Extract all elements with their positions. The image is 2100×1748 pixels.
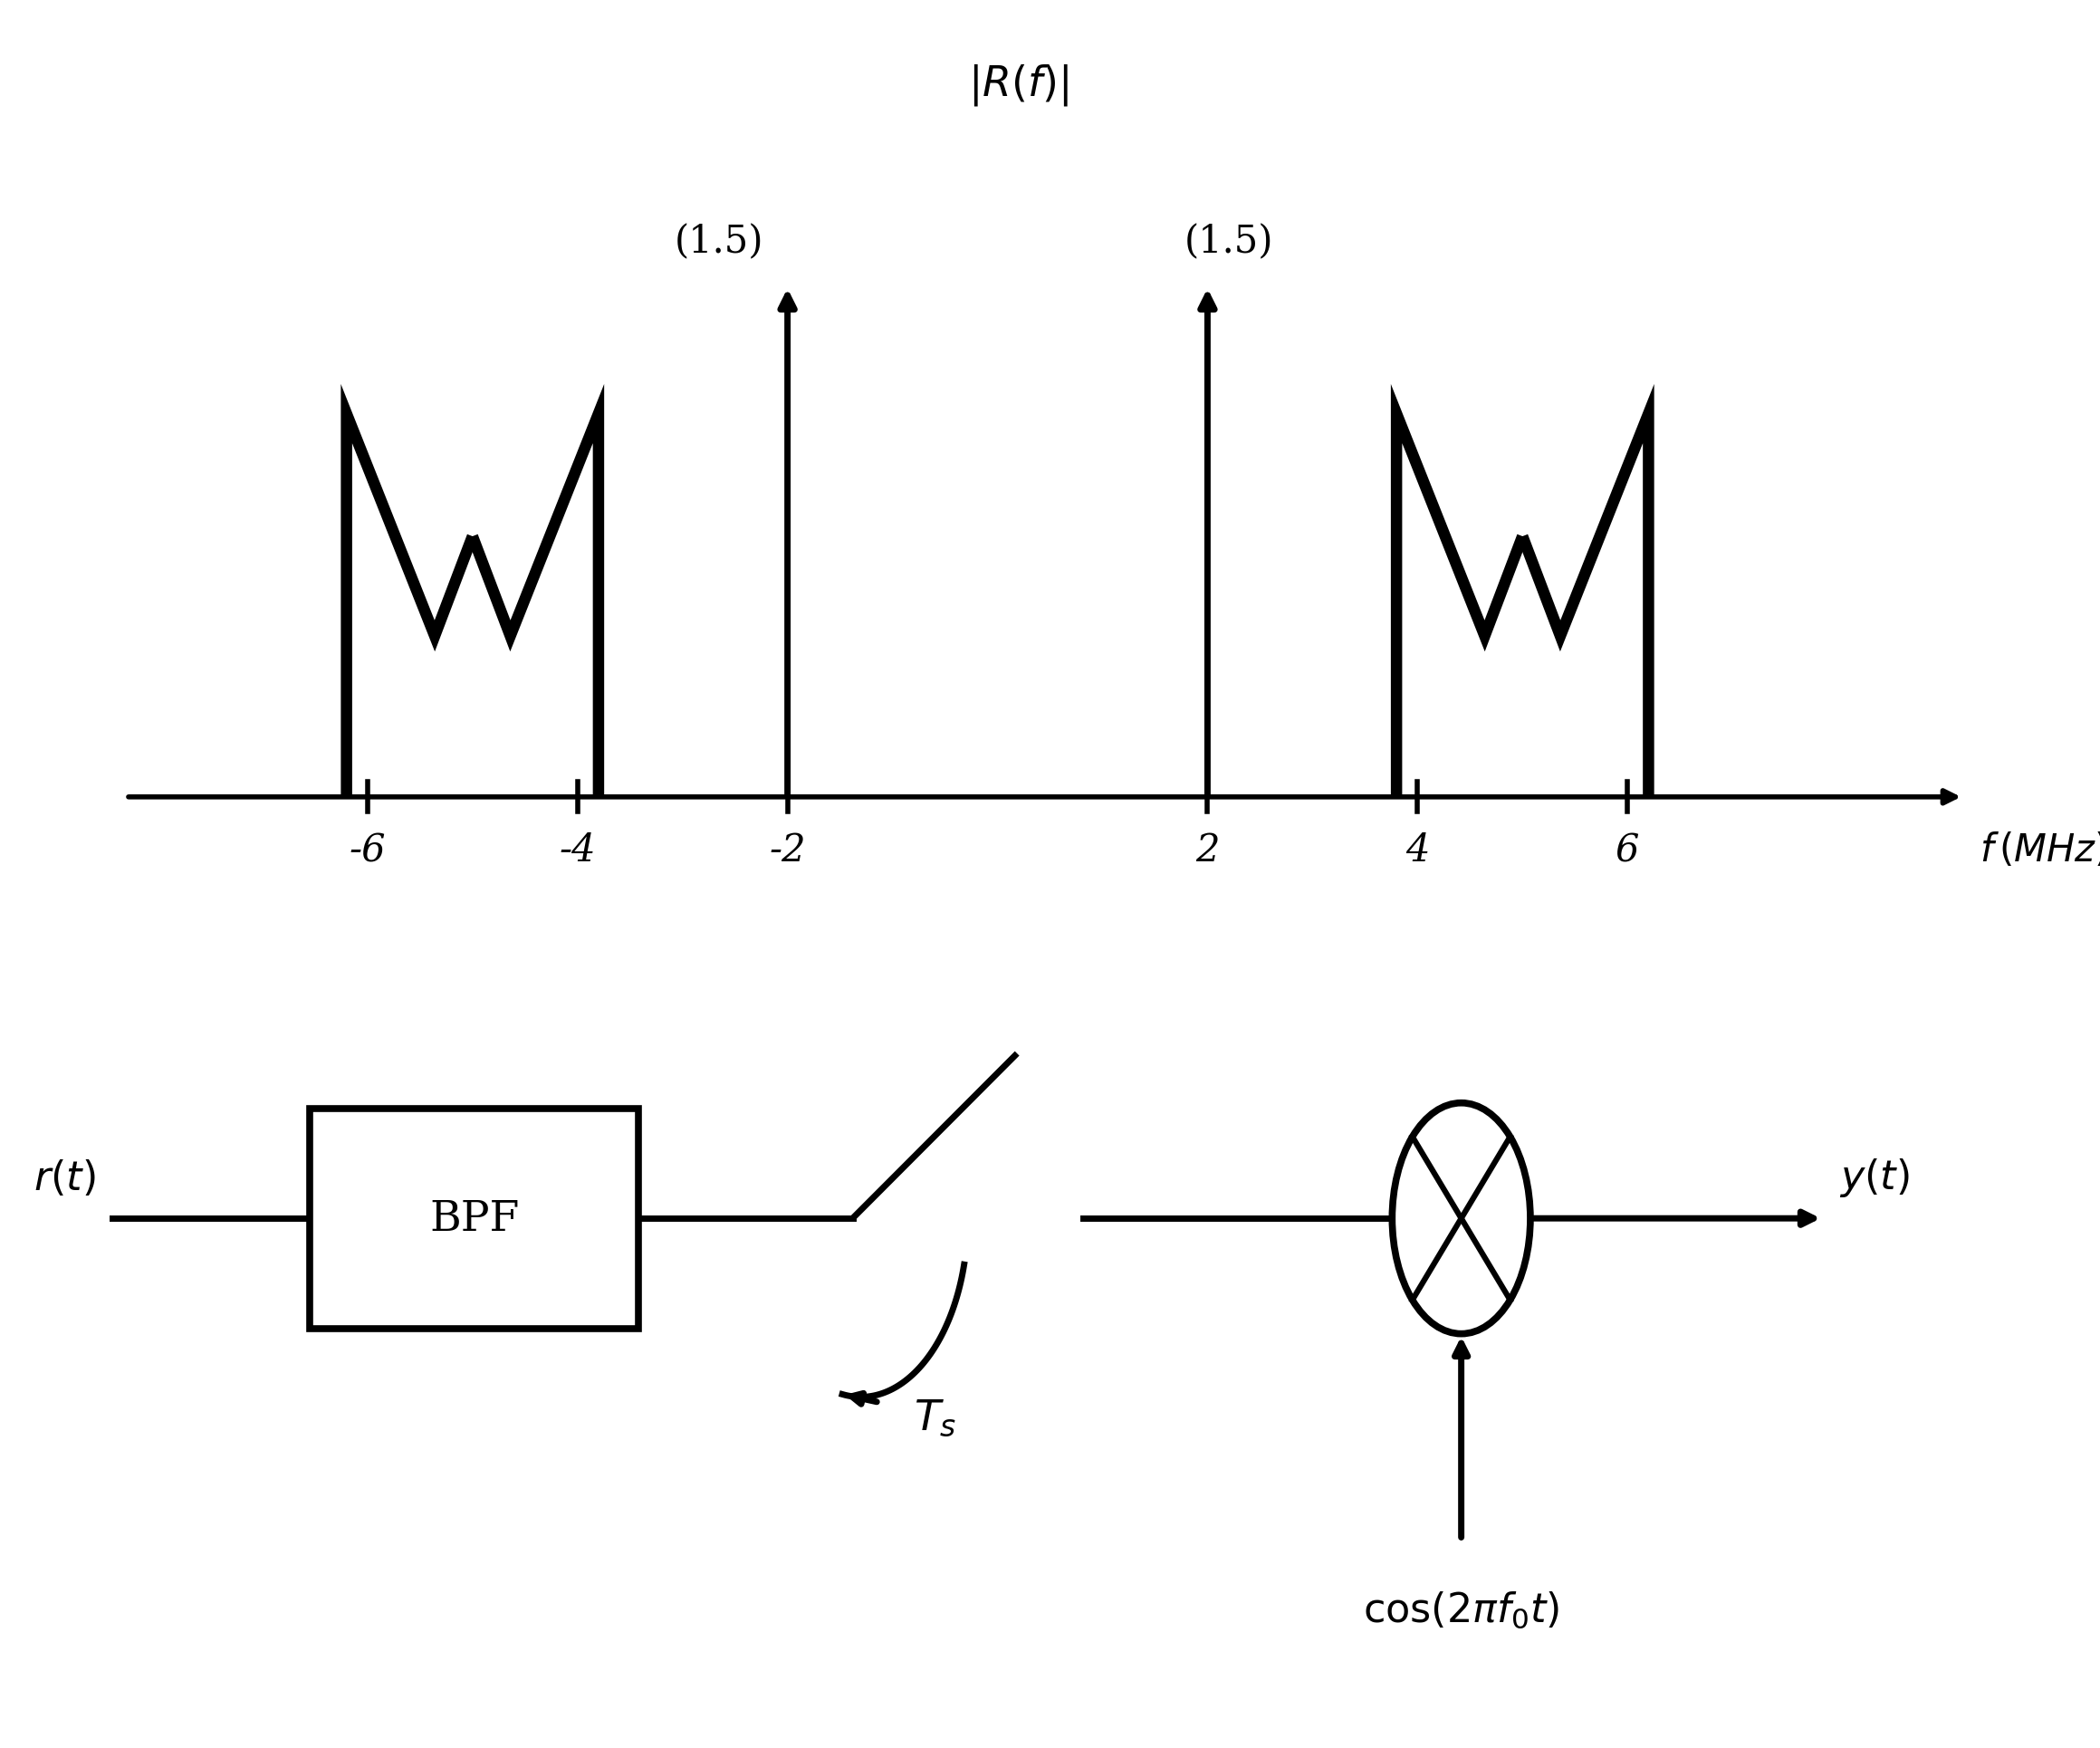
- Text: (1.5): (1.5): [674, 224, 764, 260]
- Text: $\cos(2\pi f_0 t)$: $\cos(2\pi f_0 t)$: [1363, 1589, 1560, 1629]
- Text: BPF: BPF: [428, 1197, 519, 1239]
- Text: $r(t)$: $r(t)$: [34, 1157, 97, 1197]
- Text: -4: -4: [559, 832, 596, 869]
- Text: $y(t)$: $y(t)$: [1840, 1155, 1911, 1199]
- Text: $f\,(MHz)$: $f\,(MHz)$: [1980, 832, 2100, 869]
- Text: 4: 4: [1405, 832, 1430, 869]
- Bar: [311, 1108, 638, 1328]
- Text: 6: 6: [1615, 832, 1640, 869]
- Text: $|R(f)|$: $|R(f)|$: [968, 63, 1069, 108]
- Text: (1.5): (1.5): [1184, 224, 1273, 260]
- Text: -2: -2: [769, 832, 806, 869]
- Circle shape: [1392, 1103, 1531, 1334]
- Text: $T_s$: $T_s$: [914, 1397, 956, 1439]
- Text: -6: -6: [349, 832, 386, 869]
- Text: 2: 2: [1195, 832, 1220, 869]
